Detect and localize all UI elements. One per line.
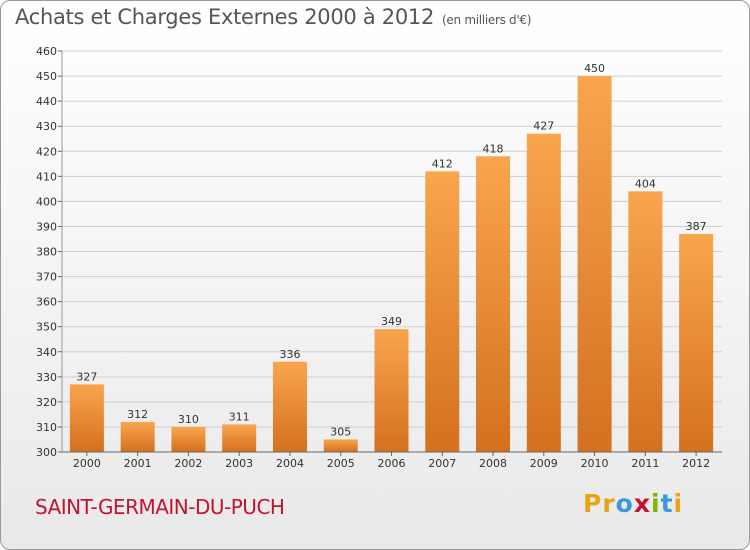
bar-value-label: 327: [76, 370, 97, 383]
logo-letter: i: [651, 489, 661, 518]
x-tick-label: 2003: [225, 457, 253, 470]
y-tick-label: 370: [36, 271, 57, 284]
bar-2012: [679, 233, 714, 452]
bar-value-label: 427: [533, 120, 554, 133]
y-tick-label: 350: [36, 321, 57, 334]
x-tick-label: 2002: [174, 457, 202, 470]
y-tick-label: 450: [36, 70, 57, 83]
y-tick-label: 390: [36, 220, 57, 233]
bar-2006: [374, 329, 409, 452]
bar-2000: [69, 384, 104, 452]
bar-2003: [222, 424, 257, 452]
x-tick-label: 2008: [479, 457, 507, 470]
bar-value-label: 336: [279, 348, 300, 361]
bar-2009: [526, 133, 561, 453]
y-axis-ticks: 300 310 320 330 340 350 360 370 380 390 400 410 420 4…: [36, 45, 62, 459]
y-tick-label: 430: [36, 120, 57, 133]
y-tick-label: 330: [36, 371, 57, 384]
bar-2005: [323, 439, 358, 452]
y-tick-label: 310: [36, 421, 57, 434]
y-tick-label: 460: [36, 45, 57, 58]
bar-value-label: 412: [432, 157, 453, 170]
proxiti-logo: Proxiti: [583, 489, 683, 518]
bar-value-label: 311: [229, 410, 250, 423]
y-tick-label: 380: [36, 246, 57, 259]
x-axis-ticks: 2000 2001 2002 2003 2004 2005 2006 2007 2008 2009…: [73, 452, 710, 470]
y-tick-label: 420: [36, 145, 57, 158]
bar-value-label: 418: [483, 142, 504, 155]
y-tick-label: 360: [36, 296, 57, 309]
x-tick-label: 2004: [276, 457, 304, 470]
y-tick-label: 300: [36, 446, 57, 459]
x-tick-label: 2010: [581, 457, 609, 470]
bar-value-label: 404: [635, 177, 656, 190]
bar-value-label: 312: [127, 408, 148, 421]
x-tick-label: 2005: [327, 457, 355, 470]
logo-letter: x: [633, 489, 651, 518]
bar-value-label: 349: [381, 315, 402, 328]
x-tick-label: 2000: [73, 457, 101, 470]
y-tick-label: 320: [36, 396, 57, 409]
commune-name: SAINT-GERMAIN-DU-PUCH: [35, 495, 285, 519]
y-tick-label: 340: [36, 346, 57, 359]
logo-letter: o: [615, 489, 634, 518]
x-tick-label: 2011: [631, 457, 659, 470]
bar-value-label: 305: [330, 425, 351, 438]
y-tick-label: 440: [36, 95, 57, 108]
y-tick-label: 410: [36, 170, 57, 183]
y-tick-label: 400: [36, 195, 57, 208]
x-tick-label: 2009: [530, 457, 558, 470]
bar-2011: [628, 191, 663, 452]
x-tick-label: 2012: [682, 457, 710, 470]
bar-value-label: 450: [584, 62, 605, 75]
bar-2004: [272, 361, 307, 452]
bar-value-label: 387: [686, 220, 707, 233]
x-tick-label: 2006: [378, 457, 406, 470]
x-tick-label: 2007: [428, 457, 456, 470]
bar-2007: [425, 171, 460, 453]
x-tick-label: 2001: [124, 457, 152, 470]
bar-2010: [577, 76, 612, 452]
chart-title: Achats et Charges Externes 2000 à 2012 (e…: [15, 5, 531, 29]
logo-letter: t: [660, 489, 674, 518]
chart-subtitle: (en milliers d'€): [442, 13, 532, 27]
logo-letter: i: [673, 489, 684, 518]
logo-letter: r: [602, 489, 616, 518]
logo-letter: P: [583, 489, 603, 518]
bars: 327 312 310 311 336 305 349 412 418 427 450 404 387: [69, 62, 714, 453]
bar-value-label: 310: [178, 413, 199, 426]
bar-2002: [171, 426, 206, 452]
bar-2008: [476, 156, 511, 452]
chart-title-text: Achats et Charges Externes 2000 à 2012: [15, 5, 435, 29]
bar-2001: [120, 421, 155, 452]
